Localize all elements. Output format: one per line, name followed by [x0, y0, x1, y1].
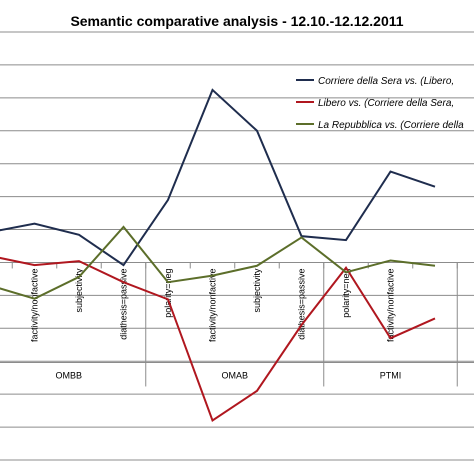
- category-label: factivity/nonfactive: [208, 268, 218, 342]
- legend: Corriere della Sera vs. (Libero, Libero v…: [296, 76, 464, 131]
- legend-label: Libero vs. (Corriere della Sera,: [318, 98, 454, 109]
- category-label: subjectivity: [252, 268, 262, 313]
- category-label: polarity=neg: [341, 268, 351, 317]
- group-label: OMBB: [55, 370, 82, 380]
- category-label: factivity/nonfactive: [30, 268, 40, 342]
- category-label: factivity/nonfactive: [386, 268, 396, 342]
- group-label: OMAB: [221, 370, 248, 380]
- legend-label: Corriere della Sera vs. (Libero,: [318, 76, 454, 87]
- category-axis: factivity/nonfactive subjectivity diathesi…: [0, 261, 474, 387]
- series-lines: [0, 88, 436, 423]
- category-label: diathesis=passive: [297, 268, 307, 339]
- group-label: PTMI: [380, 370, 402, 380]
- gridlines: [0, 31, 474, 461]
- series-line: [0, 88, 436, 267]
- series-line: [0, 225, 436, 300]
- chart-title: Semantic comparative analysis - 12.10.-1…: [70, 13, 403, 29]
- category-label: polarity=neg: [163, 268, 173, 317]
- category-label: subjectivity: [74, 268, 84, 313]
- series-line: [0, 256, 436, 423]
- legend-label: La Repubblica vs. (Corriere della: [318, 120, 464, 131]
- category-label: diathesis=passive: [119, 268, 129, 339]
